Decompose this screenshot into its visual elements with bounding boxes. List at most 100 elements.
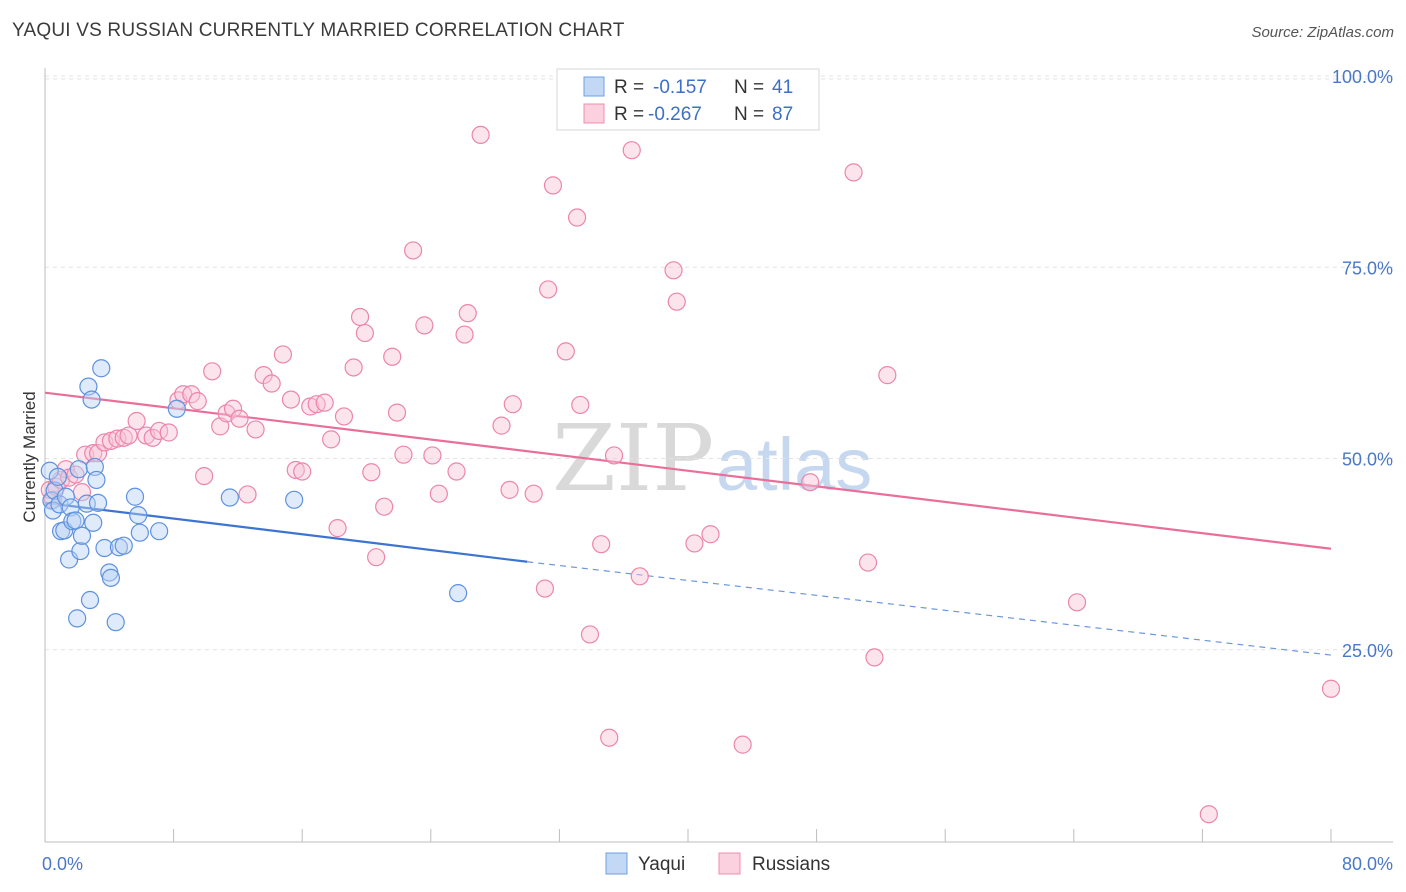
data-point-yaqui bbox=[88, 493, 108, 512]
y-tick-label: 75.0% bbox=[1342, 258, 1393, 278]
data-point-russians bbox=[387, 403, 407, 422]
data-point-russians bbox=[246, 420, 265, 439]
data-point-russians bbox=[159, 423, 178, 442]
x-tick-label-min: 0.0% bbox=[42, 854, 83, 874]
data-point-russians bbox=[344, 358, 363, 377]
data-point-russians bbox=[350, 307, 370, 327]
data-point-yaqui bbox=[69, 460, 88, 479]
data-point-yaqui bbox=[285, 490, 304, 509]
data-point-russians bbox=[188, 392, 207, 411]
y-axis-label: Currently Married bbox=[20, 391, 39, 522]
tick-labels: 25.0% 50.0% 75.0% 100.0% 0.0% 80.0% bbox=[42, 67, 1393, 874]
data-point-russians bbox=[604, 446, 624, 465]
data-point-yaqui bbox=[167, 399, 186, 418]
data-point-russians bbox=[281, 390, 301, 409]
data-point-russians bbox=[273, 345, 293, 364]
data-point-yaqui bbox=[150, 522, 169, 541]
grid-lines bbox=[45, 75, 1393, 651]
data-point-russians bbox=[238, 485, 257, 504]
data-point-russians bbox=[801, 473, 820, 492]
bottom-legend-label-russians: Russians bbox=[752, 854, 830, 875]
data-point-russians bbox=[630, 567, 649, 586]
legend-r-value-yaqui: -0.157 bbox=[653, 77, 707, 98]
trend-line-russians bbox=[44, 391, 1332, 550]
data-point-russians bbox=[394, 445, 413, 464]
watermark-atlas: atlas bbox=[716, 423, 872, 506]
data-point-yaqui bbox=[130, 523, 149, 542]
data-point-russians bbox=[592, 535, 611, 554]
data-point-russians bbox=[223, 399, 243, 418]
x-tick-label-max: 80.0% bbox=[1342, 854, 1393, 874]
data-point-russians bbox=[262, 374, 281, 393]
legend-r-value-russians: -0.267 bbox=[648, 104, 702, 125]
data-point-russians bbox=[458, 304, 477, 323]
data-point-russians bbox=[375, 497, 394, 516]
data-point-russians bbox=[600, 728, 619, 747]
data-point-yaqui bbox=[129, 506, 148, 525]
legend-swatch-yaqui bbox=[583, 76, 605, 97]
legend-n-value-russians: 87 bbox=[772, 104, 793, 125]
data-point-russians bbox=[182, 385, 201, 404]
data-point-russians bbox=[524, 484, 543, 503]
data-point-russians bbox=[362, 463, 381, 482]
y-tick-label: 100.0% bbox=[1332, 67, 1393, 87]
data-point-russians bbox=[127, 411, 146, 431]
data-point-russians bbox=[685, 534, 704, 553]
data-point-russians bbox=[195, 466, 214, 486]
series-yaqui bbox=[40, 359, 468, 632]
data-point-russians bbox=[66, 465, 85, 484]
data-point-russians bbox=[404, 241, 423, 260]
data-point-yaqui bbox=[66, 511, 85, 530]
data-point-yaqui bbox=[85, 457, 104, 477]
data-point-russians bbox=[286, 460, 305, 480]
data-point-yaqui bbox=[125, 487, 145, 506]
data-point-yaqui bbox=[449, 584, 468, 603]
data-point-russians bbox=[500, 480, 519, 499]
data-point-yaqui bbox=[82, 390, 101, 409]
data-point-russians bbox=[733, 735, 752, 754]
data-point-russians bbox=[567, 208, 587, 227]
data-point-russians bbox=[556, 342, 575, 361]
data-point-russians bbox=[503, 395, 522, 414]
data-point-russians bbox=[114, 428, 133, 447]
data-point-russians bbox=[119, 426, 138, 445]
data-point-yaqui bbox=[92, 359, 111, 378]
data-point-russians bbox=[539, 280, 558, 299]
data-point-russians bbox=[334, 407, 354, 426]
data-point-yaqui bbox=[101, 568, 121, 587]
data-point-russians bbox=[143, 428, 162, 447]
data-point-russians bbox=[667, 292, 686, 311]
data-point-russians bbox=[203, 362, 222, 381]
data-point-russians bbox=[355, 323, 374, 343]
trend-lines bbox=[44, 391, 1332, 656]
data-point-yaqui bbox=[80, 590, 100, 610]
data-point-russians bbox=[543, 176, 563, 195]
data-point-russians bbox=[492, 416, 511, 435]
data-point-russians bbox=[108, 429, 127, 448]
data-point-yaqui bbox=[48, 467, 67, 486]
legend-r-label-russians: R = bbox=[614, 104, 644, 125]
y-tick-label: 50.0% bbox=[1342, 450, 1393, 470]
data-point-russians bbox=[293, 462, 312, 481]
data-point-russians bbox=[322, 430, 341, 449]
data-point-yaqui bbox=[220, 488, 239, 507]
data-point-russians bbox=[471, 125, 490, 145]
data-point-russians bbox=[1067, 593, 1087, 612]
chart-source: Source: ZipAtlas.com bbox=[1251, 24, 1394, 41]
data-point-russians bbox=[622, 141, 641, 160]
bottom-legend-swatch-russians bbox=[718, 852, 741, 875]
data-point-yaqui bbox=[84, 513, 103, 532]
legend-swatch-russians bbox=[583, 103, 605, 124]
data-point-russians bbox=[844, 163, 863, 182]
bottom-legend-label-yaqui: Yaqui bbox=[638, 854, 685, 875]
stats-legend: R = -0.157 N = 41 R = -0.267 N = 87 bbox=[556, 68, 820, 131]
data-point-yaqui bbox=[72, 526, 92, 545]
bottom-legend-swatch-yaqui bbox=[605, 852, 628, 875]
data-point-russians bbox=[84, 444, 103, 463]
data-point-russians bbox=[383, 347, 402, 366]
y-tick-label: 25.0% bbox=[1342, 641, 1393, 661]
data-point-yaqui bbox=[106, 613, 125, 632]
series-legend: Yaqui Russians bbox=[605, 852, 830, 875]
chart-title: YAQUI VS RUSSIAN CURRENTLY MARRIED CORRE… bbox=[12, 20, 625, 41]
